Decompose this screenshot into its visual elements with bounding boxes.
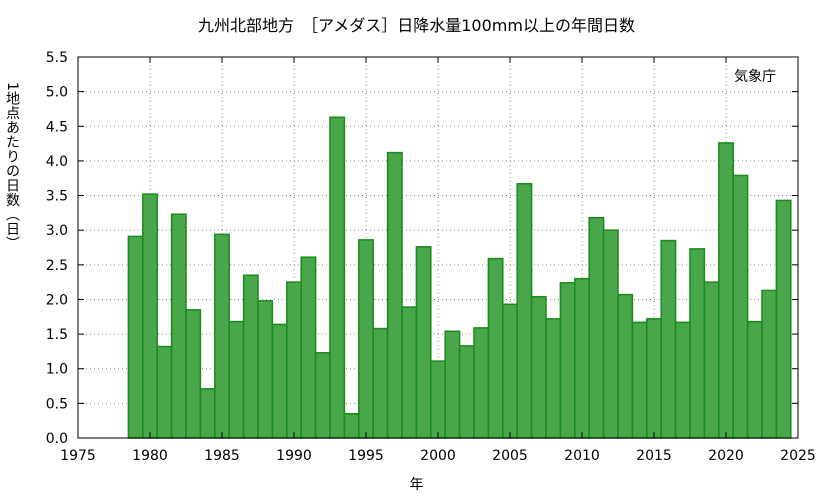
x-tick-label: 2010 xyxy=(564,448,600,464)
y-tick-label: 4.0 xyxy=(46,154,68,170)
bar-1989 xyxy=(271,323,288,439)
y-tick-label: 0.5 xyxy=(46,396,68,412)
bar-1994 xyxy=(343,413,360,439)
source-label: 気象庁 xyxy=(734,69,776,85)
y-tick-label: 5.0 xyxy=(46,85,68,101)
y-tick-label: 3.0 xyxy=(46,223,68,239)
bar-2022 xyxy=(746,320,763,439)
bar-2021 xyxy=(732,174,749,439)
x-tick-label: 2015 xyxy=(636,448,672,464)
x-tick-label: 1985 xyxy=(204,448,240,464)
x-tick-label: 2000 xyxy=(420,448,456,464)
y-tick-label: 2.5 xyxy=(46,258,68,274)
bar-1988 xyxy=(257,300,274,439)
bar-2002 xyxy=(458,345,475,439)
bar-1987 xyxy=(242,274,259,439)
x-axis-label: 年 xyxy=(409,477,424,493)
bar-2008 xyxy=(545,318,562,439)
bar-2004 xyxy=(487,257,504,439)
bar-2020 xyxy=(718,142,734,439)
x-axis: 1975 1980 1985 1990 1995 2000 2005 2010 2015 2020… xyxy=(60,57,816,464)
bar-1999 xyxy=(415,246,432,439)
chart-title: 九州北部地方 ［アメダス］日降水量100mm以上の年間日数 xyxy=(198,16,635,35)
bar-1995 xyxy=(358,239,374,439)
x-tick-label: 1980 xyxy=(132,448,168,464)
bar-1997 xyxy=(386,151,403,439)
bar-2013 xyxy=(617,293,634,439)
y-axis-label: 1地点あたりの日数（日） xyxy=(4,82,20,251)
bar-2005 xyxy=(502,303,518,439)
bar-1998 xyxy=(401,306,418,439)
bar-1980 xyxy=(142,193,158,439)
bar-1996 xyxy=(372,327,389,439)
x-tick-label: 1975 xyxy=(60,448,96,464)
x-tick-label: 2005 xyxy=(492,448,528,464)
bar-1991 xyxy=(300,256,317,439)
bar-1992 xyxy=(314,352,331,439)
bar-2001 xyxy=(444,330,461,439)
bar-2007 xyxy=(530,295,547,439)
bar-2019 xyxy=(703,281,720,439)
bar-2003 xyxy=(473,327,490,439)
bar-2017 xyxy=(674,321,691,439)
bar-1993 xyxy=(329,116,346,439)
bar-2010 xyxy=(574,277,590,439)
bar-2000 xyxy=(430,360,446,439)
y-tick-label: 1.5 xyxy=(46,327,68,343)
bar-2015 xyxy=(646,318,662,439)
bar-1986 xyxy=(228,320,245,439)
bar-2024 xyxy=(775,199,792,439)
bar-1990 xyxy=(286,281,302,439)
bar-1982 xyxy=(170,213,187,439)
bar-2016 xyxy=(660,239,677,439)
y-tick-label: 0.0 xyxy=(46,431,68,447)
x-tick-label: 2025 xyxy=(780,448,816,464)
bar-1979 xyxy=(127,235,144,439)
x-tick-label: 1995 xyxy=(348,448,384,464)
bar-2012 xyxy=(602,229,619,439)
y-tick-label: 5.5 xyxy=(46,50,68,66)
bar-2023 xyxy=(761,289,778,439)
bars-group xyxy=(127,116,792,439)
x-tick-label: 2020 xyxy=(708,448,744,464)
bar-1983 xyxy=(185,309,202,439)
y-axis: 0.0 0.5 1.0 1.5 2.0 2.5 3.0 3.5 4.0 4.5 5.0 5.5 xyxy=(46,50,798,447)
x-tick-label: 1990 xyxy=(276,448,312,464)
bar-1981 xyxy=(156,345,173,439)
bar-2009 xyxy=(559,282,576,439)
bar-2006 xyxy=(516,183,533,439)
y-tick-label: 1.0 xyxy=(46,362,68,378)
y-tick-label: 4.5 xyxy=(46,119,68,135)
y-tick-label: 2.0 xyxy=(46,292,68,308)
bar-2014 xyxy=(631,321,648,439)
bar-2011 xyxy=(588,216,605,439)
bar-1984 xyxy=(199,388,216,439)
bar-2018 xyxy=(689,248,706,439)
y-tick-label: 3.5 xyxy=(46,189,68,205)
bar-1985 xyxy=(214,233,230,439)
y-axis-label-wrap: 1地点あたりの日数（日） xyxy=(2,82,24,382)
